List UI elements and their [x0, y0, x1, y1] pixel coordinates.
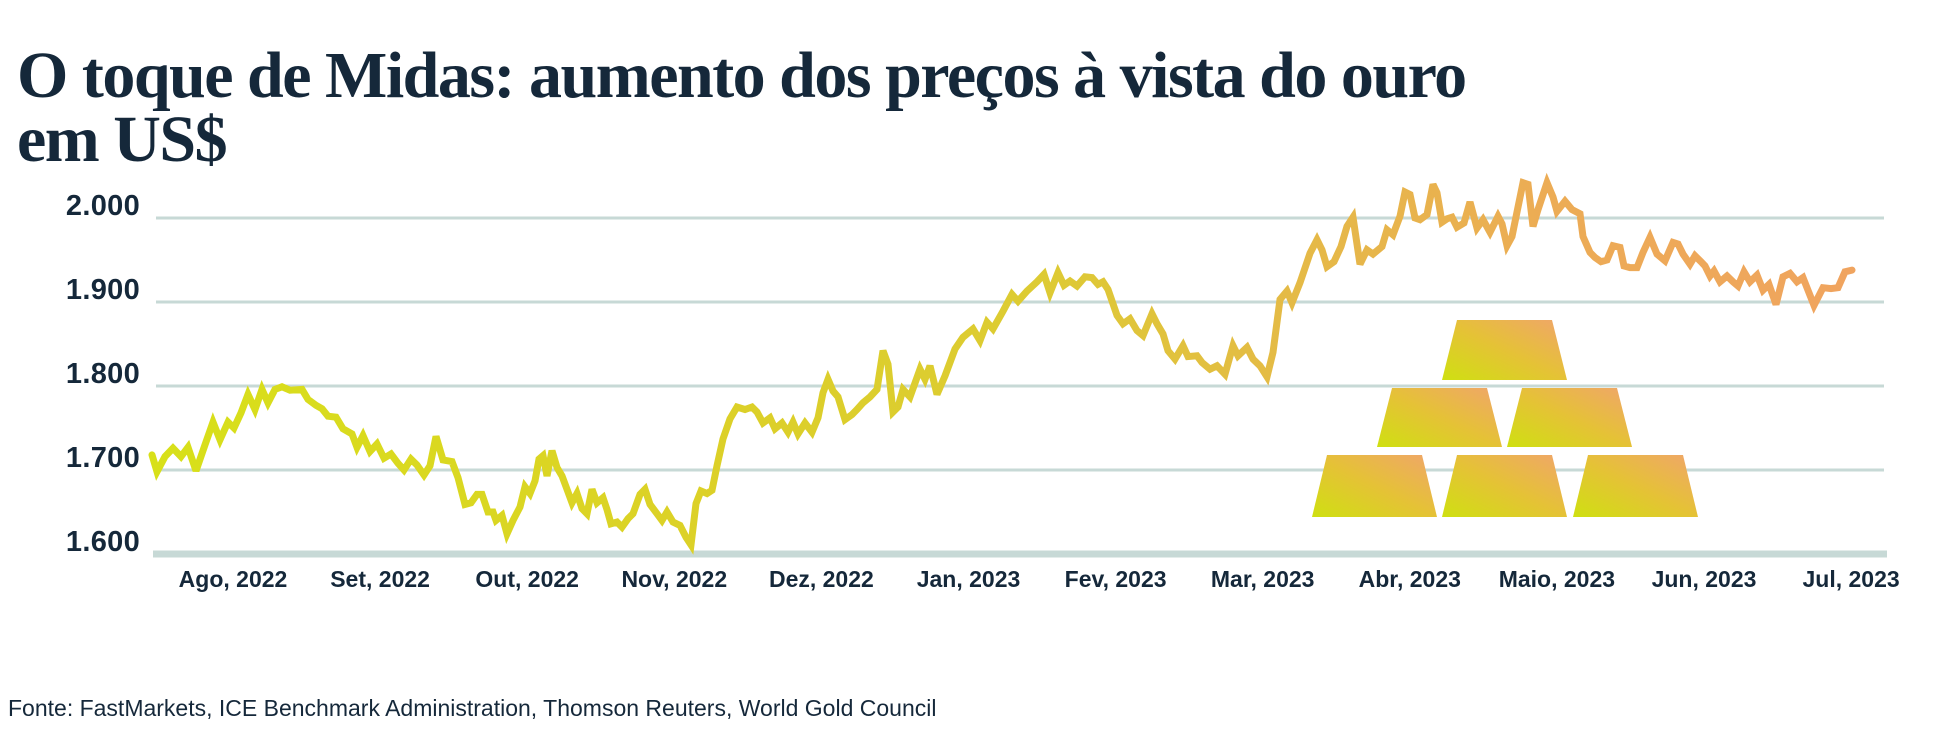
y-axis-label: 1.900: [65, 274, 140, 306]
y-axis-label: 1.600: [65, 526, 140, 558]
gold-bars-illustration: [1312, 320, 1698, 517]
source-note: Fonte: FastMarkets, ICE Benchmark Admini…: [8, 695, 937, 721]
x-axis-label: Out, 2022: [475, 566, 579, 592]
gold-bar-icon: [1442, 320, 1567, 380]
y-axis-label: 2.000: [65, 190, 140, 222]
gold-bar-icon: [1312, 455, 1437, 517]
chart-title-line2: em US$: [17, 103, 228, 177]
x-axis-label: Dez, 2022: [768, 566, 874, 592]
chart-title-line1: O toque de Midas: aumento dos preços à v…: [17, 39, 1467, 113]
x-axis-label: Ago, 2022: [178, 566, 288, 592]
x-axis-label: Maio, 2023: [1498, 566, 1616, 592]
price-line: [148, 172, 1856, 555]
x-axis-label: Jan, 2023: [916, 566, 1021, 592]
x-axis-label: Fev, 2023: [1064, 566, 1167, 592]
y-axis-label: 1.700: [65, 442, 140, 474]
gold-bar-icon: [1507, 388, 1632, 447]
x-axis-label: Mar, 2023: [1210, 566, 1315, 592]
x-axis-label: Set, 2022: [330, 566, 430, 592]
x-axis-label: Abr, 2023: [1358, 566, 1461, 592]
gold-bar-icon: [1442, 455, 1567, 517]
gold-bar-icon: [1573, 455, 1698, 517]
gold-bar-icon: [1377, 388, 1502, 447]
chart-title: O toque de Midas: aumento dos preços à v…: [17, 39, 1467, 177]
x-axis-label: Jun, 2023: [1651, 566, 1757, 592]
x-axis-label: Jul, 2023: [1802, 566, 1900, 592]
y-axis-label: 1.800: [65, 358, 140, 390]
x-axis-label: Nov, 2022: [621, 566, 728, 592]
